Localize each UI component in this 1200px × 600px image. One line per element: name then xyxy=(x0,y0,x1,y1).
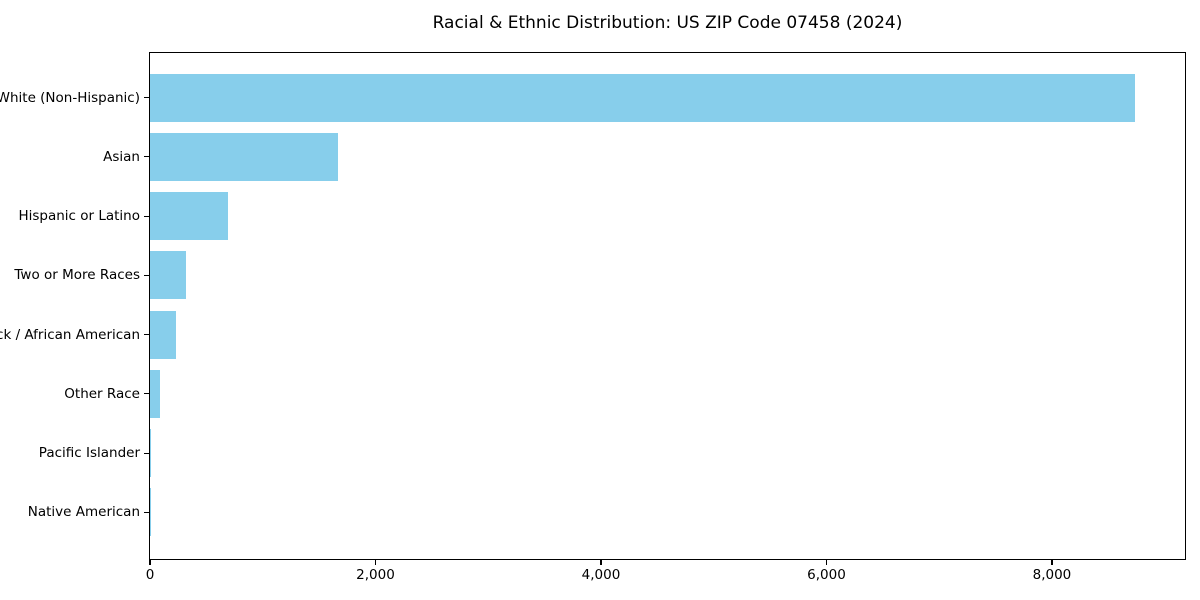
x-tick-label: 6,000 xyxy=(807,567,846,583)
x-tick-label: 4,000 xyxy=(581,567,621,583)
y-tick-mark xyxy=(144,274,149,276)
x-tick-mark xyxy=(149,560,151,565)
chart-title: Racial & Ethnic Distribution: US ZIP Cod… xyxy=(432,13,903,33)
bar-row: Native American xyxy=(28,483,1185,542)
x-tick-mark xyxy=(600,560,602,565)
y-tick-mark xyxy=(144,156,149,158)
bar-row: White (Non-Hispanic) xyxy=(0,68,1185,127)
plot-area: White (Non-Hispanic) Asian Hispanic or Lat… xyxy=(0,52,1186,583)
y-tick-mark xyxy=(144,215,149,217)
bar-row: Hispanic or Latino xyxy=(18,187,1185,246)
bar xyxy=(150,192,228,241)
y-axis-label: Black / African American xyxy=(0,326,140,343)
x-tick-label: 8,000 xyxy=(1032,567,1072,583)
y-tick-mark xyxy=(144,511,149,513)
bar-row: Asian xyxy=(103,127,1185,186)
y-axis-label: Two or More Races xyxy=(14,267,140,284)
y-tick-mark xyxy=(144,334,149,336)
x-tick-mark xyxy=(374,560,377,565)
y-axis-label: Pacific Islander xyxy=(38,445,140,462)
y-axis-label: White (Non-Hispanic) xyxy=(0,89,140,106)
bar xyxy=(150,310,177,359)
y-axis-label: Hispanic or Latino xyxy=(18,208,140,225)
y-axis-label: Other Race xyxy=(64,385,140,402)
bar-row: Other Race xyxy=(64,364,1185,423)
y-tick-mark xyxy=(144,393,149,395)
y-axis-label: Asian xyxy=(103,148,140,165)
x-axis: 0 2,000 4,000 6,000 8,000 xyxy=(146,559,1185,585)
y-axis-label: Native American xyxy=(27,504,140,521)
bar xyxy=(150,369,161,418)
bar xyxy=(150,251,187,300)
bar-row: Pacific Islander xyxy=(39,424,1185,483)
x-tick-mark xyxy=(825,560,828,565)
x-tick-mark xyxy=(1051,560,1053,565)
y-tick-mark xyxy=(144,97,149,99)
bar xyxy=(150,429,152,478)
bar-row: Two or More Races xyxy=(14,246,1185,305)
x-tick-label: 2,000 xyxy=(356,567,395,583)
y-tick-mark xyxy=(144,452,149,454)
x-tick-label: 0 xyxy=(145,567,155,583)
bar xyxy=(150,73,1136,122)
bar-row: Black / African American xyxy=(0,305,1185,364)
bar xyxy=(150,132,339,181)
bars-container: White (Non-Hispanic) Asian Hispanic or Lat… xyxy=(0,68,1185,542)
